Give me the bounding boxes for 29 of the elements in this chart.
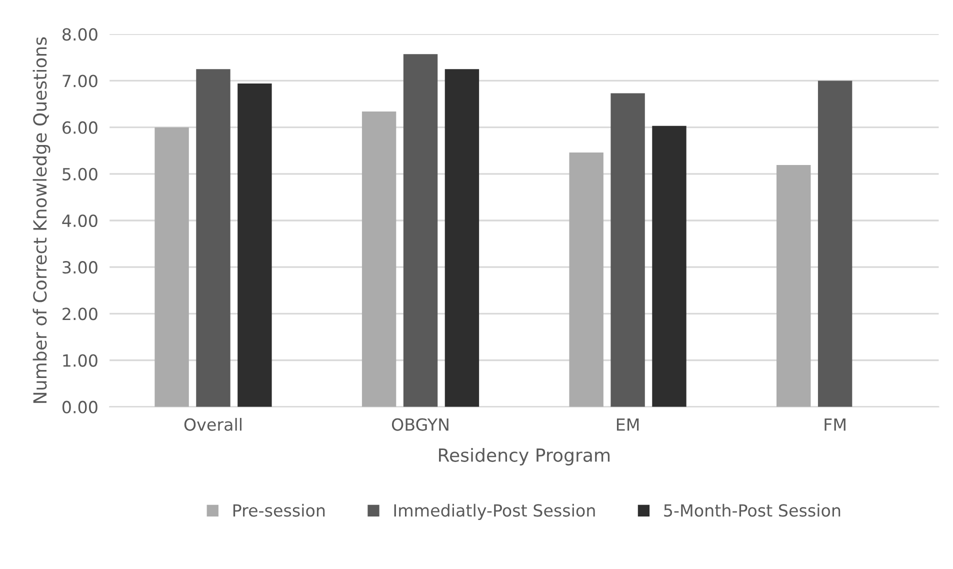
x-tick-label: FM <box>824 418 846 431</box>
x-tick-label: Overall <box>184 418 242 431</box>
bar <box>776 165 811 407</box>
y-axis-title: Number of Correct Knowledge Questions <box>32 37 50 403</box>
y-tick-label: 3.00 <box>62 261 98 274</box>
bar <box>362 111 396 407</box>
legend-label: Immediatly-Post Session <box>394 504 595 520</box>
bar <box>196 69 230 407</box>
y-tick-label: 2.00 <box>62 308 98 320</box>
y-tick-label: 5.00 <box>62 168 98 180</box>
y-tick-label: 6.00 <box>62 121 98 134</box>
bar <box>444 69 480 407</box>
x-tick-label: OBGYN <box>392 418 448 431</box>
bar <box>818 80 852 407</box>
bar <box>569 152 604 407</box>
y-tick-label: 0.00 <box>62 400 98 414</box>
bar <box>652 126 686 407</box>
bar <box>610 93 645 407</box>
x-axis-title: Residency Program <box>439 448 610 466</box>
y-tick-label: 4.00 <box>62 214 98 228</box>
y-tick-label: 7.00 <box>62 74 98 88</box>
legend-label: 5-Month-Post Session <box>664 504 840 517</box>
y-tick-label: 8.00 <box>62 28 98 41</box>
bar <box>154 127 189 407</box>
x-tick-label: EM <box>616 418 639 431</box>
bar <box>403 54 438 407</box>
legend-label: Pre-session <box>233 504 325 517</box>
y-tick-label: 1.00 <box>63 354 98 367</box>
bar <box>238 84 272 407</box>
